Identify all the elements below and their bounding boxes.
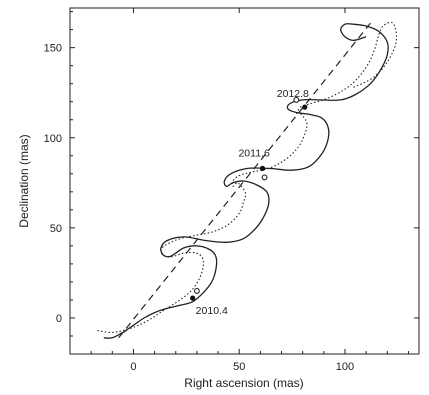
solid-trajectory-line <box>103 23 389 339</box>
y-tick-label: 50 <box>50 223 62 235</box>
epoch-open-point <box>293 97 300 103</box>
y-tick-label: 0 <box>56 313 62 325</box>
markers-layer: 2010.4 2011.6 2012.8 <box>190 88 309 317</box>
epoch-label: 2010.4 <box>196 305 228 317</box>
x-tick-label: 50 <box>233 361 245 373</box>
epoch-filled-point <box>190 295 196 301</box>
curves-layer <box>97 20 398 339</box>
epoch-label: 2012.8 <box>277 88 309 100</box>
dashed-trajectory-line <box>118 20 373 339</box>
epoch-filled-point <box>302 104 308 110</box>
x-axis-label: Right ascension (mas) <box>184 376 303 390</box>
x-tick-label: 0 <box>130 361 136 373</box>
epoch-filled-point <box>259 165 266 171</box>
epoch-open-point <box>261 174 268 181</box>
y-tick-label: 100 <box>44 133 62 145</box>
plot-frame <box>69 7 420 355</box>
ticks-layer: 0 50 100 0 50 100 150 <box>44 8 419 373</box>
epoch-open-point <box>194 288 200 294</box>
y-tick-label: 150 <box>44 43 62 55</box>
y-axis-label: Declination (mas) <box>17 134 31 227</box>
x-tick-label: 100 <box>336 361 354 373</box>
epoch-label: 2011.6 <box>238 147 269 159</box>
